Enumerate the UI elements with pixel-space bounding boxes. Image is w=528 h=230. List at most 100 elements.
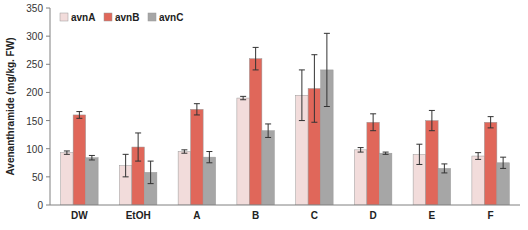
error-stem xyxy=(301,70,302,121)
error-bar xyxy=(240,96,246,99)
error-stem xyxy=(444,164,445,173)
error-cap xyxy=(76,118,82,119)
bar xyxy=(497,163,510,205)
error-bar xyxy=(358,148,364,153)
bar xyxy=(354,150,367,205)
error-bar xyxy=(324,33,330,106)
x-tick-label: D xyxy=(370,210,377,221)
error-cap xyxy=(311,122,317,123)
error-cap xyxy=(89,155,95,156)
error-bar xyxy=(76,112,82,119)
x-tick-label: A xyxy=(193,210,200,221)
error-bar xyxy=(206,152,212,163)
error-stem xyxy=(91,155,92,160)
bar xyxy=(426,121,439,205)
error-cap xyxy=(370,113,376,114)
error-stem xyxy=(255,47,256,70)
y-tick-label: 300 xyxy=(26,31,43,42)
error-bar xyxy=(416,144,422,164)
error-cap xyxy=(324,106,330,107)
error-bar xyxy=(500,157,506,168)
x-tick-label: DW xyxy=(71,210,88,221)
bar xyxy=(86,158,99,205)
error-cap xyxy=(441,163,447,164)
error-bar xyxy=(441,164,447,173)
error-cap xyxy=(64,150,70,151)
legend-swatch xyxy=(60,13,68,21)
y-tick-label: 150 xyxy=(26,116,43,127)
error-cap xyxy=(148,161,154,162)
bar xyxy=(191,109,204,205)
bar xyxy=(379,153,392,205)
error-cap xyxy=(265,123,271,124)
bars xyxy=(61,59,510,205)
error-bar xyxy=(181,150,187,153)
error-bar xyxy=(383,152,389,154)
error-cap xyxy=(383,154,389,155)
y-tick xyxy=(46,176,50,177)
error-stem xyxy=(478,153,479,160)
y-tick xyxy=(46,8,50,9)
error-cap xyxy=(89,159,95,160)
error-bar xyxy=(370,114,376,131)
x-tick-label: B xyxy=(252,210,259,221)
bar xyxy=(61,153,74,205)
error-stem xyxy=(150,161,151,184)
error-cap xyxy=(429,110,435,111)
legend-swatch xyxy=(104,13,112,21)
error-bar xyxy=(148,161,154,184)
error-stem xyxy=(184,150,185,153)
y-tick xyxy=(46,64,50,65)
error-bar xyxy=(488,117,494,128)
legend-swatch xyxy=(148,13,156,21)
x-tick-label: E xyxy=(429,210,436,221)
x-tick-label: C xyxy=(311,210,318,221)
error-stem xyxy=(138,133,139,161)
error-bar xyxy=(123,154,129,177)
error-cap xyxy=(358,147,364,148)
error-cap xyxy=(123,154,129,155)
bar xyxy=(249,59,262,205)
bar xyxy=(262,131,275,205)
x-tick-label: F xyxy=(488,210,494,221)
error-cap xyxy=(135,161,141,162)
legend-label: avnA xyxy=(71,12,95,23)
error-cap xyxy=(358,152,364,153)
bar xyxy=(367,122,380,205)
error-stem xyxy=(79,112,80,119)
error-cap xyxy=(135,132,141,133)
y-tick xyxy=(46,92,50,93)
error-cap xyxy=(475,159,481,160)
error-bar xyxy=(429,110,435,130)
error-cap xyxy=(370,130,376,131)
bar xyxy=(178,152,191,205)
y-tick xyxy=(46,205,50,206)
error-cap xyxy=(181,149,187,150)
error-cap xyxy=(240,96,246,97)
error-bar xyxy=(475,153,481,160)
error-cap xyxy=(253,69,259,70)
error-cap xyxy=(416,164,422,165)
error-cap xyxy=(383,152,389,153)
error-cap xyxy=(206,162,212,163)
y-tick-label: 200 xyxy=(26,87,43,98)
error-cap xyxy=(299,69,305,70)
error-cap xyxy=(416,144,422,145)
bar xyxy=(237,98,250,205)
error-cap xyxy=(299,120,305,121)
error-bar xyxy=(64,151,70,154)
error-cap xyxy=(441,172,447,173)
error-cap xyxy=(194,114,200,115)
bar xyxy=(472,156,485,205)
x-axis xyxy=(50,205,520,206)
error-bar xyxy=(135,133,141,161)
error-cap xyxy=(265,137,271,138)
y-tick-label: 0 xyxy=(37,200,43,211)
chart: 050100150200250300350Avenanthramide (mg/… xyxy=(0,0,528,230)
bar xyxy=(484,122,497,205)
bar xyxy=(73,115,86,205)
y-tick-label: 350 xyxy=(26,3,43,14)
error-cap xyxy=(475,152,481,153)
error-bar xyxy=(299,70,305,121)
error-cap xyxy=(148,183,154,184)
